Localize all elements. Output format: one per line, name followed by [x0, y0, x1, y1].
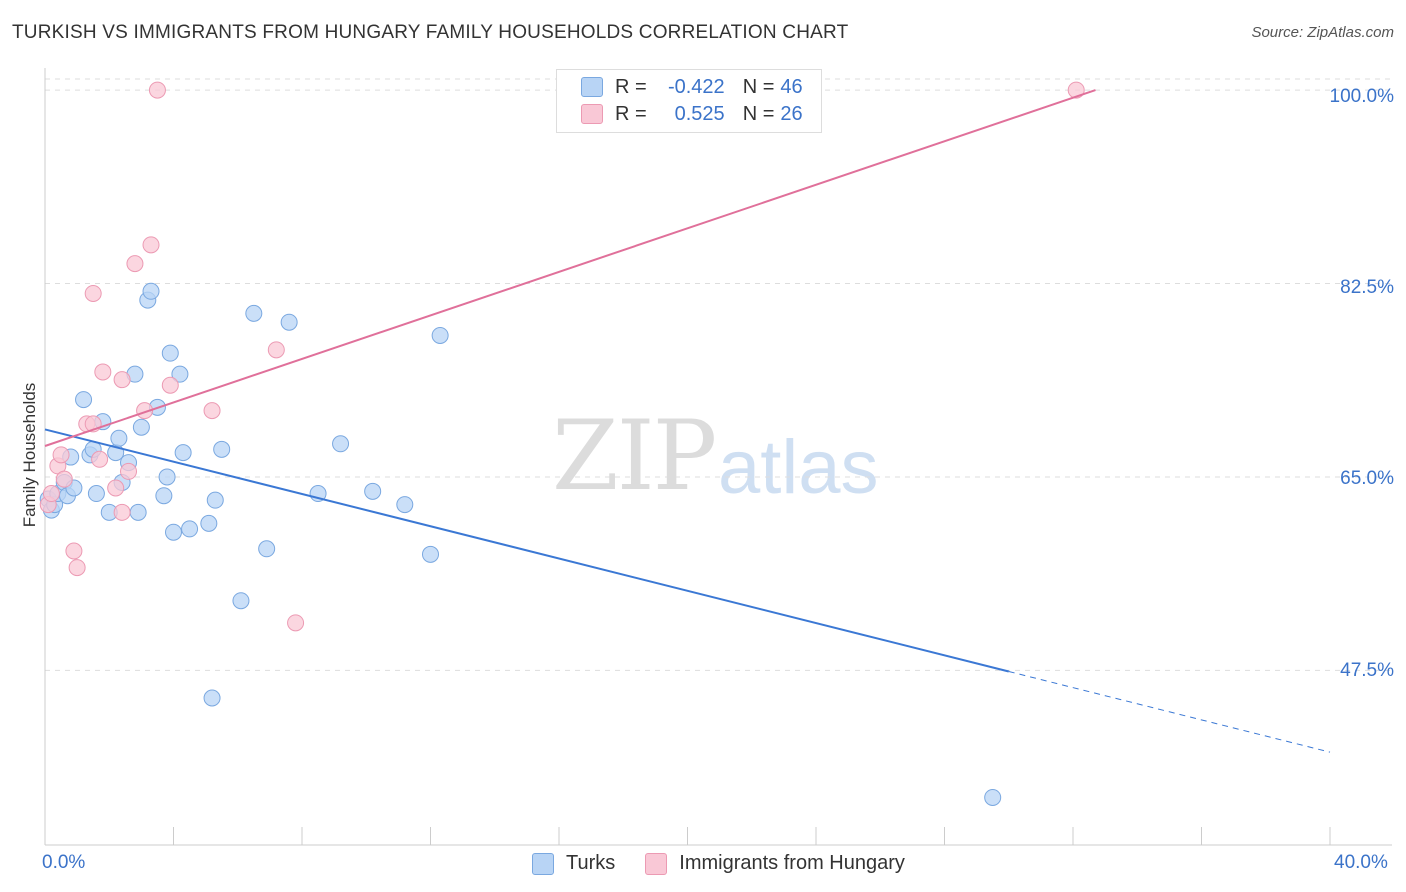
- turks-point: [245, 304, 263, 322]
- hungary-point: [52, 446, 70, 464]
- y-tick-label-47-5: 47.5%: [1340, 660, 1394, 681]
- turks-point: [431, 326, 449, 344]
- y-tick-label-100: 100.0%: [1329, 86, 1394, 107]
- turks-point: [396, 496, 414, 514]
- x-tick-label-max: 40.0%: [1334, 852, 1388, 873]
- watermark-atlas: atlas: [718, 425, 879, 510]
- turks-point: [165, 523, 182, 541]
- hungary-point: [55, 470, 73, 488]
- turks-point: [364, 482, 382, 500]
- turks-point: [213, 440, 231, 458]
- y-tick-label-65: 65.0%: [1340, 468, 1394, 489]
- hungary-point: [91, 450, 109, 468]
- turks-point: [155, 487, 173, 505]
- series-legend: Turks Immigrants from Hungary: [532, 852, 935, 875]
- turks-point: [110, 429, 128, 447]
- hungary-point: [1067, 81, 1085, 99]
- legend-label-hungary: Immigrants from Hungary: [679, 852, 905, 874]
- turks-point: [984, 788, 1002, 806]
- n-label: N =: [742, 102, 775, 125]
- hungary-trend-line: [44, 89, 1096, 447]
- hungary-point: [113, 371, 131, 389]
- turks-point: [161, 344, 179, 362]
- turks-point: [87, 485, 105, 503]
- turks-trend-line: [44, 428, 1009, 673]
- y-axis-label: Family Households: [20, 382, 39, 528]
- turks-point: [129, 503, 147, 521]
- n-label: N =: [742, 75, 775, 98]
- turks-point: [203, 689, 221, 707]
- turks-point: [171, 365, 189, 383]
- r-label: R =: [615, 102, 647, 125]
- y-tick-label-82-5: 82.5%: [1340, 277, 1394, 298]
- hungary-r-value: 0.525: [674, 102, 725, 125]
- hungary-point: [287, 614, 305, 632]
- hungary-point: [113, 503, 131, 521]
- hungary-point: [126, 255, 144, 273]
- turks-point: [422, 545, 439, 563]
- legend-row-hungary: R = 0.525 N = 26: [581, 101, 812, 127]
- source-label: Source: ZipAtlas.com: [1251, 24, 1394, 41]
- hungary-point: [94, 363, 112, 381]
- r-label: R =: [615, 75, 647, 98]
- turks-point: [158, 468, 176, 486]
- hungary-point: [107, 479, 125, 497]
- turks-point: [174, 444, 192, 462]
- legend-row-turks: R = -0.422 N = 46: [581, 74, 812, 100]
- hungary-point: [120, 462, 138, 480]
- chart-title: TURKISH VS IMMIGRANTS FROM HUNGARY FAMIL…: [12, 22, 849, 43]
- turks-point: [142, 282, 160, 300]
- hungary-point: [65, 542, 83, 560]
- legend-label-turks: Turks: [566, 852, 616, 874]
- legend-item-turks[interactable]: Turks: [532, 852, 615, 875]
- turks-swatch: [532, 852, 554, 875]
- turks-point: [132, 418, 150, 436]
- turks-point: [332, 435, 350, 453]
- hungary-point: [84, 284, 102, 302]
- hungary-point: [42, 485, 60, 503]
- turks-point: [232, 592, 250, 610]
- watermark-zip: ZIP: [552, 400, 717, 512]
- hungary-swatch: [581, 104, 603, 124]
- turks-trend-extension: [1008, 670, 1331, 753]
- turks-point: [181, 520, 199, 538]
- legend-item-hungary[interactable]: Immigrants from Hungary: [645, 852, 905, 875]
- turks-point: [200, 514, 218, 532]
- turks-point: [258, 540, 276, 558]
- turks-point: [206, 491, 224, 509]
- hungary-n-value: 26: [780, 102, 803, 125]
- turks-swatch: [581, 77, 603, 97]
- hungary-point: [267, 341, 285, 359]
- turks-point: [75, 391, 93, 409]
- x-tick-label-min: 0.0%: [42, 852, 86, 873]
- turks-n-value: 46: [780, 75, 803, 98]
- correlation-legend: R = -0.422 N = 46 R = 0.525 N = 26: [556, 69, 822, 133]
- turks-point: [280, 313, 298, 331]
- hungary-point: [142, 236, 160, 254]
- hungary-point: [148, 81, 166, 99]
- turks-r-value: -0.422: [667, 75, 725, 98]
- hungary-point: [203, 402, 221, 420]
- hungary-swatch: [645, 852, 668, 875]
- hungary-point: [68, 559, 86, 577]
- hungary-point: [161, 376, 179, 394]
